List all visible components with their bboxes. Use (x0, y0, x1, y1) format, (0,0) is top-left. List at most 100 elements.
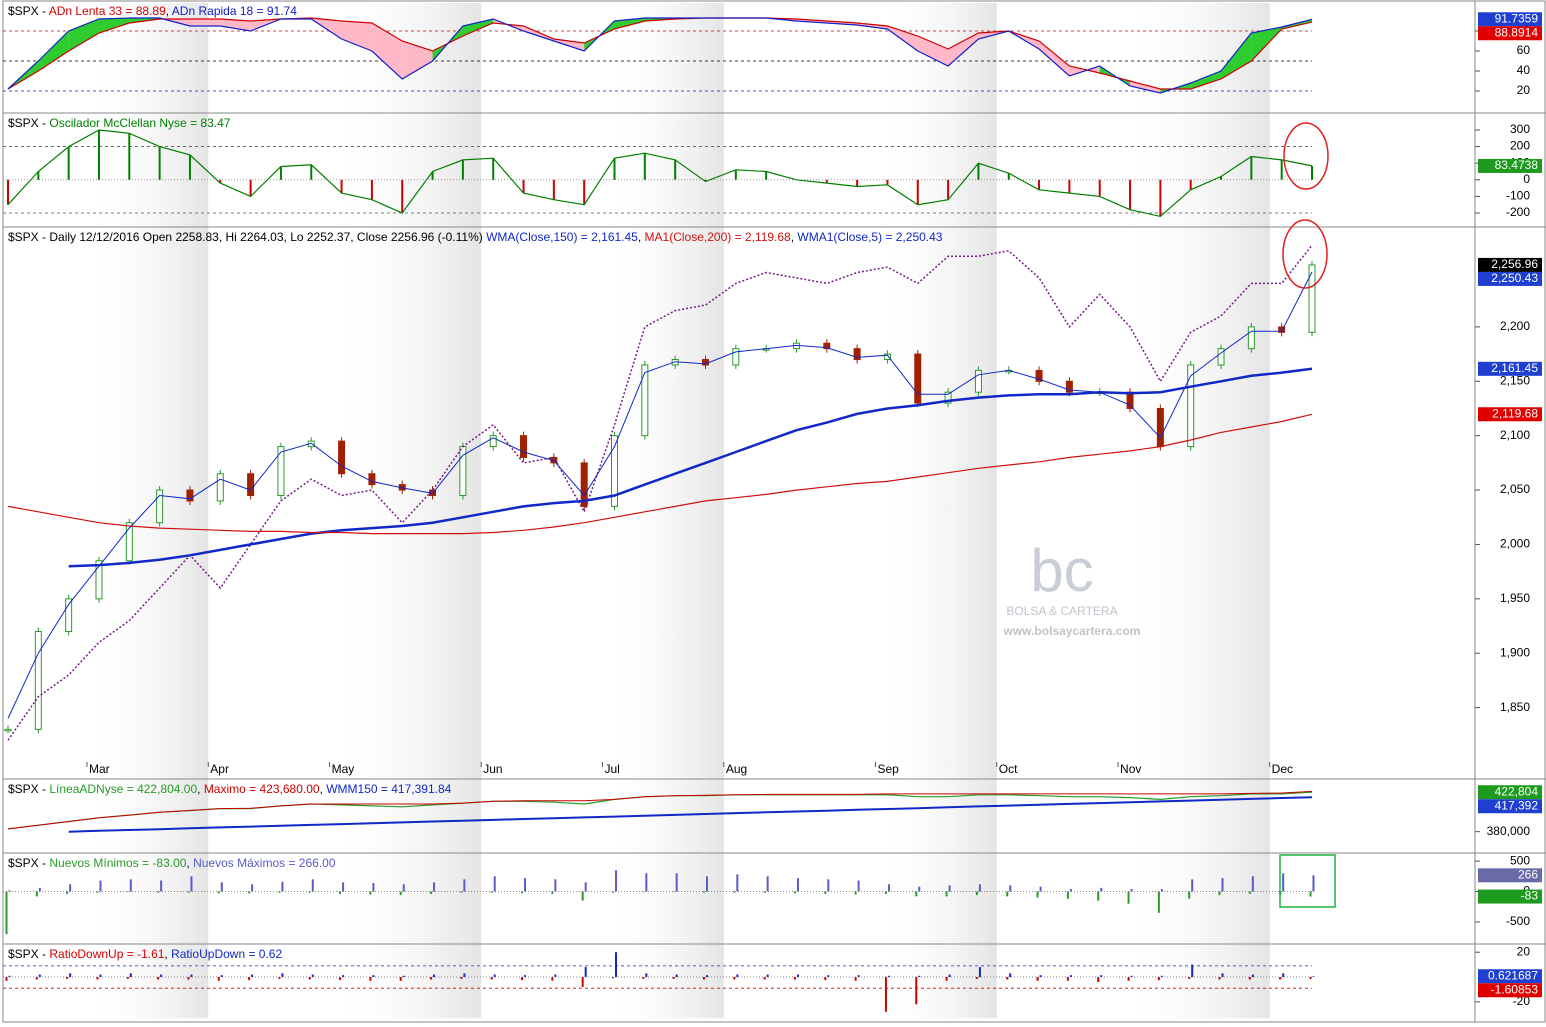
value-tag (1478, 158, 1542, 173)
month-shade (86, 3, 209, 1018)
candle-body (914, 353, 922, 404)
watermark-name: BOLSA & CARTERA (1006, 604, 1117, 618)
candle-body (611, 435, 619, 507)
x-tick-label: Jul (605, 762, 620, 776)
month-shade (329, 3, 482, 1018)
value-tag-label: -83 (1521, 889, 1539, 903)
legend-entry: MA1(Close,200) = 2,119.68 (645, 230, 792, 244)
x-tick-label: Jun (483, 762, 502, 776)
candle-body (156, 489, 164, 524)
candle-body (1308, 264, 1316, 333)
legend: $SPX - Nuevos Mínimos = -83.00, Nuevos M… (8, 856, 336, 870)
x-tick-label: May (332, 762, 355, 776)
y-tick-label: 1,900 (1500, 645, 1530, 659)
legend-title: $SPX - Daily 12/12/2016 Open 2258.83, Hi… (8, 230, 486, 244)
legend: $SPX - LíneaADNyse = 422,804.00, Maximo … (8, 782, 452, 796)
legend: $SPX - Oscilador McClellan Nyse = 83.47 (8, 116, 231, 130)
value-tag (1478, 271, 1542, 286)
y-tick-label: 40 (1517, 63, 1531, 77)
legend-title: $SPX - (8, 116, 49, 130)
candle-body (732, 348, 740, 366)
candle-body (580, 462, 588, 507)
legend-entry: ADn Lenta 33 = 88.89 (49, 4, 166, 18)
candle-body (1035, 369, 1043, 382)
series-line (7, 244, 1313, 741)
month-shade (1118, 3, 1270, 1018)
legend-entry: Nuevos Máximos = 266.00 (193, 856, 336, 870)
background-bands (86, 3, 1270, 1018)
candle-body (1278, 326, 1286, 333)
candle-body (974, 369, 982, 393)
band-fill (402, 41, 433, 79)
series-line (7, 129, 1313, 218)
value-tag (1478, 983, 1542, 998)
band-fill (189, 19, 221, 26)
y-tick-label: 2,100 (1500, 428, 1530, 442)
candle-body (1187, 364, 1195, 448)
y-tick-label: 380,000 (1487, 824, 1531, 838)
band-fill (948, 33, 979, 66)
month-shade (875, 3, 997, 1018)
legend-title: $SPX - (8, 4, 49, 18)
highlight-ellipse (1282, 219, 1328, 289)
legend-entry: RatioUpDown = 0.62 (171, 947, 282, 961)
value-tag (1478, 407, 1542, 422)
band-fill (917, 36, 949, 66)
legend-entry: WMA1(Close,5) = 2,250.43 (797, 230, 942, 244)
legend-entry: Maximo = 423,680.00 (204, 782, 320, 796)
value-tag (1478, 868, 1542, 883)
value-tag-label: 83.4738 (1495, 158, 1539, 172)
candle-body (4, 728, 12, 732)
legend-entry: WMM150 = 417,391.84 (326, 782, 451, 796)
candle-body (368, 473, 376, 486)
y-tick-label: 2,200 (1500, 319, 1530, 333)
y-tick-label: 500 (1510, 853, 1530, 867)
value-tag (1478, 26, 1542, 41)
band-fill (462, 19, 494, 36)
candle-body (1156, 407, 1164, 448)
x-tick-label: Sep (877, 762, 899, 776)
y-tick-label: 0 (1523, 172, 1530, 186)
y-tick-label: 1,950 (1500, 591, 1530, 605)
band-fill (1221, 33, 1252, 79)
series-line (7, 17, 1313, 94)
candle-body (520, 435, 528, 458)
candle-body (65, 598, 73, 632)
series-line (7, 271, 1313, 719)
candle-body (1126, 391, 1134, 409)
x-tick-label: Aug (726, 762, 747, 776)
value-tag-label: 417,392 (1495, 798, 1539, 812)
y-tick-label: 2,000 (1500, 537, 1530, 551)
candle-body (1247, 326, 1255, 350)
series-line (7, 413, 1313, 535)
band-fill (1190, 71, 1222, 89)
legend-separator: , (197, 782, 204, 796)
candle-body (247, 473, 255, 497)
watermark-url: www.bolsaycartera.com (1003, 624, 1141, 638)
value-tag-label: 266 (1518, 867, 1538, 881)
y-tick-label: 300 (1510, 122, 1530, 136)
y-tick-label: 200 (1510, 139, 1530, 153)
legend-title: $SPX - (8, 782, 49, 796)
legend-entry: Oscilador McClellan Nyse = 83.47 (49, 116, 230, 130)
x-tick-label: Apr (210, 762, 229, 776)
value-tag-label: 88.8914 (1495, 25, 1539, 39)
legend-separator: , (791, 230, 798, 244)
value-tag-label: 0.621687 (1488, 968, 1538, 982)
band-fill (220, 19, 251, 31)
candle-body (883, 353, 891, 361)
highlight-box (1279, 854, 1336, 908)
candle-body (823, 342, 831, 350)
candle-body (338, 440, 346, 475)
candle-body (489, 435, 497, 448)
candle-body (944, 391, 952, 404)
value-tag (1478, 361, 1542, 376)
x-tick-label: Oct (999, 762, 1018, 776)
candle-body (277, 446, 285, 497)
value-tag (1478, 785, 1542, 800)
y-tick-label: 2,150 (1500, 373, 1530, 387)
month-shade (602, 3, 724, 1018)
